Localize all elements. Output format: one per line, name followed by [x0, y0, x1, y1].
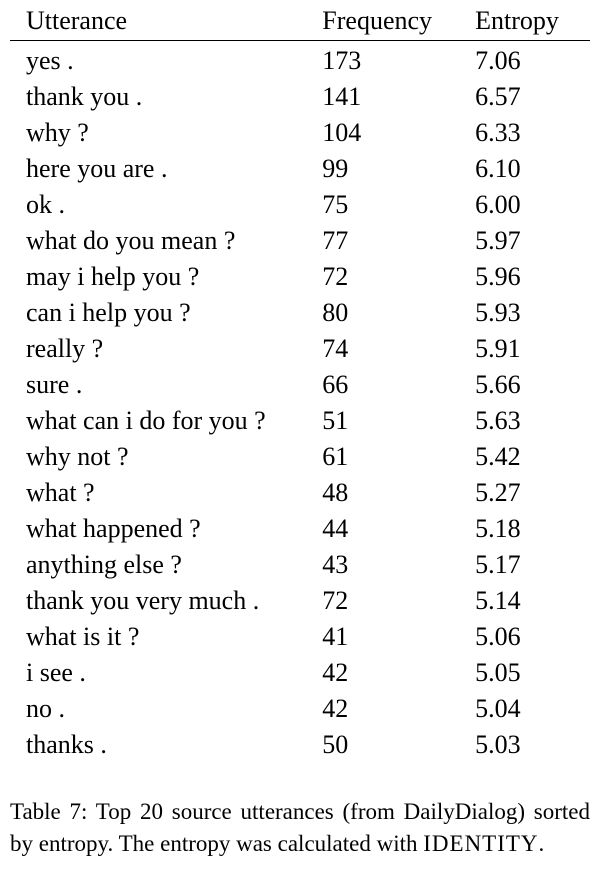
- cell-utterance: here you are .: [26, 154, 168, 183]
- cell-entropy: 5.03: [475, 730, 521, 759]
- cell-frequency: 72: [322, 586, 349, 615]
- cell-entropy: 5.14: [475, 586, 521, 615]
- table-row: thank you very much . 72 5.14: [10, 583, 590, 619]
- cell-utterance: what do you mean ?: [26, 226, 236, 255]
- cell-utterance: why not ?: [26, 442, 129, 471]
- table-row: thanks . 50 5.03: [10, 727, 590, 763]
- table-header: Utterance Frequency Entropy: [10, 0, 590, 41]
- cell-frequency: 66: [322, 370, 349, 399]
- cell-frequency: 173: [322, 46, 362, 75]
- cell-entropy: 5.42: [475, 442, 521, 471]
- table-row: what is it ? 41 5.06: [10, 619, 590, 655]
- cell-entropy: 6.57: [475, 82, 521, 111]
- table-row: i see . 42 5.05: [10, 655, 590, 691]
- cell-frequency: 104: [322, 118, 362, 147]
- table-row: yes . 173 7.06: [10, 41, 590, 80]
- cell-entropy: 5.63: [475, 406, 521, 435]
- cell-frequency: 74: [322, 334, 349, 363]
- cell-frequency: 61: [322, 442, 349, 471]
- cell-frequency: 51: [322, 406, 349, 435]
- cell-entropy: 5.04: [475, 694, 521, 723]
- cell-entropy: 5.27: [475, 478, 521, 507]
- cell-entropy: 5.96: [475, 262, 521, 291]
- cell-utterance: no .: [26, 694, 65, 723]
- header-row: Utterance Frequency Entropy: [10, 0, 590, 41]
- cell-utterance: really ?: [26, 334, 104, 363]
- cell-utterance: thank you very much .: [26, 586, 260, 615]
- table-row: really ? 74 5.91: [10, 331, 590, 367]
- caption-text: Table 7: Top 20 source utterances (from …: [10, 799, 590, 856]
- cell-utterance: anything else ?: [26, 550, 182, 579]
- table-row: why not ? 61 5.42: [10, 439, 590, 475]
- table-row: can i help you ? 80 5.93: [10, 295, 590, 331]
- cell-entropy: 5.17: [475, 550, 521, 579]
- cell-utterance: what is it ?: [26, 622, 140, 651]
- cell-utterance: can i help you ?: [26, 298, 191, 327]
- cell-utterance: yes .: [26, 46, 74, 75]
- cell-utterance: what happened ?: [26, 514, 201, 543]
- table-row: may i help you ? 72 5.96: [10, 259, 590, 295]
- cell-utterance: what ?: [26, 478, 95, 507]
- cell-frequency: 43: [322, 550, 349, 579]
- cell-frequency: 72: [322, 262, 349, 291]
- cell-entropy: 6.00: [475, 190, 521, 219]
- cell-entropy: 6.33: [475, 118, 521, 147]
- table-row: no . 42 5.04: [10, 691, 590, 727]
- cell-entropy: 7.06: [475, 46, 521, 75]
- utterance-entropy-table: Utterance Frequency Entropy yes . 173 7.06…: [10, 0, 590, 763]
- cell-entropy: 5.66: [475, 370, 521, 399]
- table-row: here you are . 99 6.10: [10, 151, 590, 187]
- table-row: what ? 48 5.27: [10, 475, 590, 511]
- header-frequency: Frequency: [306, 0, 460, 41]
- cell-utterance: why ?: [26, 118, 89, 147]
- cell-frequency: 141: [322, 82, 362, 111]
- cell-entropy: 5.05: [475, 658, 521, 687]
- table-row: sure . 66 5.66: [10, 367, 590, 403]
- cell-entropy: 6.10: [475, 154, 521, 183]
- cell-frequency: 75: [322, 190, 349, 219]
- cell-utterance: thank you .: [26, 82, 143, 111]
- cell-frequency: 77: [322, 226, 349, 255]
- cell-utterance: i see .: [26, 658, 86, 687]
- table-row: ok . 75 6.00: [10, 187, 590, 223]
- cell-utterance: may i help you ?: [26, 262, 200, 291]
- cell-frequency: 42: [322, 694, 349, 723]
- caption-method-name: IDENTITY: [423, 831, 539, 856]
- cell-frequency: 48: [322, 478, 349, 507]
- cell-utterance: what can i do for you ?: [26, 406, 266, 435]
- cell-entropy: 5.06: [475, 622, 521, 651]
- cell-utterance: sure .: [26, 370, 83, 399]
- cell-entropy: 5.18: [475, 514, 521, 543]
- cell-frequency: 44: [322, 514, 349, 543]
- caption-end: .: [538, 831, 545, 856]
- cell-utterance: thanks .: [26, 730, 107, 759]
- cell-frequency: 50: [322, 730, 349, 759]
- header-entropy: Entropy: [459, 0, 590, 41]
- table-caption: Table 7: Top 20 source utterances (from …: [10, 796, 590, 860]
- cell-utterance: ok .: [26, 190, 65, 219]
- table-row: why ? 104 6.33: [10, 115, 590, 151]
- cell-entropy: 5.93: [475, 298, 521, 327]
- cell-frequency: 80: [322, 298, 349, 327]
- header-utterance: Utterance: [10, 0, 307, 41]
- table-row: what can i do for you ? 51 5.63: [10, 403, 590, 439]
- results-table-container: Utterance Frequency Entropy yes . 173 7.06…: [10, 0, 590, 763]
- cell-frequency: 42: [322, 658, 349, 687]
- cell-entropy: 5.91: [475, 334, 521, 363]
- cell-entropy: 5.97: [475, 226, 521, 255]
- table-body: yes . 173 7.06 thank you . 141 6.57 why ? 104 6.…: [10, 41, 590, 764]
- table-row: anything else ? 43 5.17: [10, 547, 590, 583]
- table-row: what happened ? 44 5.18: [10, 511, 590, 547]
- cell-frequency: 99: [322, 154, 349, 183]
- table-row: thank you . 141 6.57: [10, 79, 590, 115]
- cell-frequency: 41: [322, 622, 349, 651]
- table-row: what do you mean ? 77 5.97: [10, 223, 590, 259]
